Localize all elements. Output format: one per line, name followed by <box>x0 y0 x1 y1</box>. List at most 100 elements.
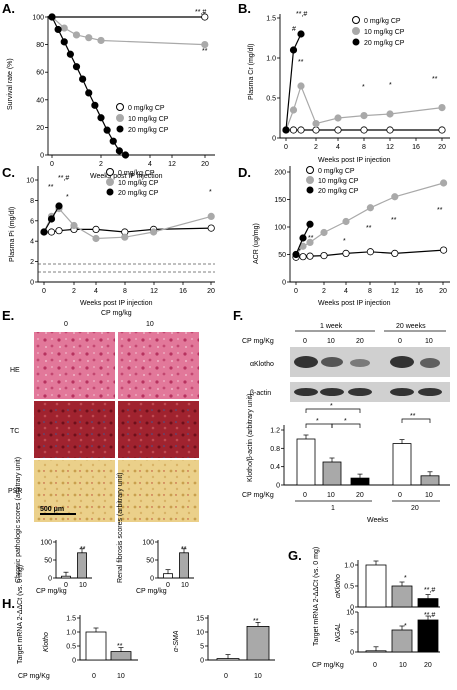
panel-h-ylabel: Target mRNA 2-ΔΔCt (vs. 0 mg) <box>17 565 24 664</box>
y-tick-label: 1.0 <box>266 56 276 63</box>
y-tick-label: 100 <box>32 15 44 22</box>
panel-e-bar1-ylabel: Chronic pathologic scores (arbitrary uni… <box>15 457 22 583</box>
panel-f-week-20: 20 <box>411 505 419 512</box>
data-point <box>47 228 56 236</box>
data-point <box>297 82 305 90</box>
legend-0: 0 mg/kg CP <box>364 18 401 25</box>
panel-g-cp-label: CP mg/Kg <box>312 662 344 669</box>
x-tick-label: 12 <box>386 144 394 151</box>
panel-h-x-10: 10 <box>117 673 125 680</box>
y-tick-label: 200 <box>274 170 286 177</box>
y-tick-label: 0.5 <box>66 644 76 651</box>
panel-c-legend: 0 mg/kg CP 10 mg/kg CP 20 mg/kg CP <box>106 168 159 197</box>
x-tick-label: 20 <box>439 288 447 295</box>
data-point <box>121 233 129 241</box>
panel-f-x-5: 10 <box>425 492 433 499</box>
panel-f-week-1: 1 <box>331 505 335 512</box>
data-point <box>40 228 48 236</box>
x-tick-label: 20 <box>438 144 446 151</box>
panel-g-sig2-a: * <box>404 623 407 630</box>
x-tick-label: 4 <box>336 144 340 151</box>
band-actin-2 <box>320 388 344 396</box>
data-point <box>299 234 307 242</box>
panel-b-sig-1: **,# <box>296 11 307 18</box>
series-line-1 <box>51 16 205 46</box>
legend-10: 10 mg/kg CP <box>118 180 159 187</box>
bar-0 <box>365 650 387 653</box>
panel-f-wk1: 1 week <box>320 323 343 330</box>
lane-3: 20 <box>356 338 364 345</box>
panel-e-title: CP mg/kg <box>101 310 132 317</box>
bar-10 <box>322 461 342 486</box>
panel-e-row-psr: PSR <box>8 488 22 495</box>
band-klotho-5 <box>420 358 440 368</box>
panel-g-sig2-b: **,# <box>424 612 435 619</box>
panel-d-sig-5: ** <box>391 217 397 224</box>
panel-g: G. Target mRNA 2-ΔΔCt (vs. 0 mg) αKlotho… <box>288 547 440 669</box>
y-tick-label: 2 <box>30 259 34 266</box>
panel-g-label: G. <box>288 548 302 563</box>
panel-g-yticks2: 0 5 10 <box>346 610 358 657</box>
data-point <box>207 212 215 220</box>
micrograph-psr-0 <box>34 460 115 522</box>
panel-b-sig-3: ** <box>298 59 304 66</box>
data-point <box>320 228 328 237</box>
panel-g-bars2 <box>365 615 439 653</box>
panel-f-yticks: 0 0.4 0.8 1.2 <box>270 428 284 490</box>
y-tick-label: 10 <box>346 610 354 617</box>
panel-h-gene2: α-SMA <box>173 630 180 652</box>
lane-2: 10 <box>327 338 335 345</box>
legend-0: 0 mg/kg CP <box>318 168 355 175</box>
y-tick-label: 10 <box>26 178 34 185</box>
data-point <box>282 126 290 134</box>
bar-0 <box>392 443 412 486</box>
data-point <box>306 252 314 260</box>
data-point <box>360 126 368 134</box>
data-point <box>334 114 342 122</box>
data-point <box>109 137 117 145</box>
panel-a-legend: 0 mg/kg CP 10 mg/kg CP 20 mg/kg CP <box>116 103 169 134</box>
panel-e-bar2-yticks: 0 50 100 <box>142 540 158 583</box>
panel-h-yticks1: 0 0.5 1.0 1.5 <box>66 616 80 665</box>
y-tick-label: 60 <box>36 70 44 77</box>
data-point <box>386 110 394 118</box>
data-point <box>60 24 68 32</box>
panel-g-x-20: 20 <box>424 662 432 669</box>
panel-f-x-3: 20 <box>356 492 364 499</box>
data-point <box>92 234 100 243</box>
blot-label-klotho: αKlotho <box>250 361 274 368</box>
blot-label-actin: β-actin <box>250 390 271 397</box>
legend-marker-10 <box>306 176 314 184</box>
legend-marker-10 <box>116 114 124 122</box>
panel-h-cp-label: CP mg/Kg <box>18 673 50 680</box>
sig-bracket-1 <box>305 408 361 413</box>
legend-10: 10 mg/kg CP <box>128 116 169 123</box>
data-point <box>289 46 298 54</box>
band-klotho-3 <box>350 359 370 367</box>
bar-10 <box>391 585 413 608</box>
band-actin-3 <box>348 388 372 396</box>
y-tick-label: 4 <box>30 239 34 246</box>
data-point <box>438 104 446 112</box>
panel-g-sig1-b: **,# <box>424 587 435 594</box>
y-tick-label: 100 <box>40 540 52 547</box>
bar-0 <box>163 573 173 579</box>
bar-0 <box>296 438 316 486</box>
panel-h-gene1: Klotho <box>43 632 50 652</box>
data-point <box>97 114 105 122</box>
y-tick-label: 50 <box>278 252 286 259</box>
data-point <box>47 215 56 223</box>
micrograph-he-0 <box>34 332 115 399</box>
data-point <box>320 252 328 260</box>
panel-d-legend: 0 mg/kg CP 10 mg/kg CP 20 mg/kg CP <box>306 166 359 195</box>
data-point <box>150 228 158 236</box>
y-tick-label: 5 <box>200 644 204 651</box>
lane-5: 10 <box>425 338 433 345</box>
legend-marker-0 <box>106 168 114 176</box>
bar-0 <box>61 575 71 579</box>
data-point <box>366 204 374 212</box>
panel-h-x-0: 0 <box>92 673 96 680</box>
y-tick-label: 15 <box>196 616 204 623</box>
y-tick-label: 100 <box>142 540 154 547</box>
data-point <box>289 106 298 114</box>
